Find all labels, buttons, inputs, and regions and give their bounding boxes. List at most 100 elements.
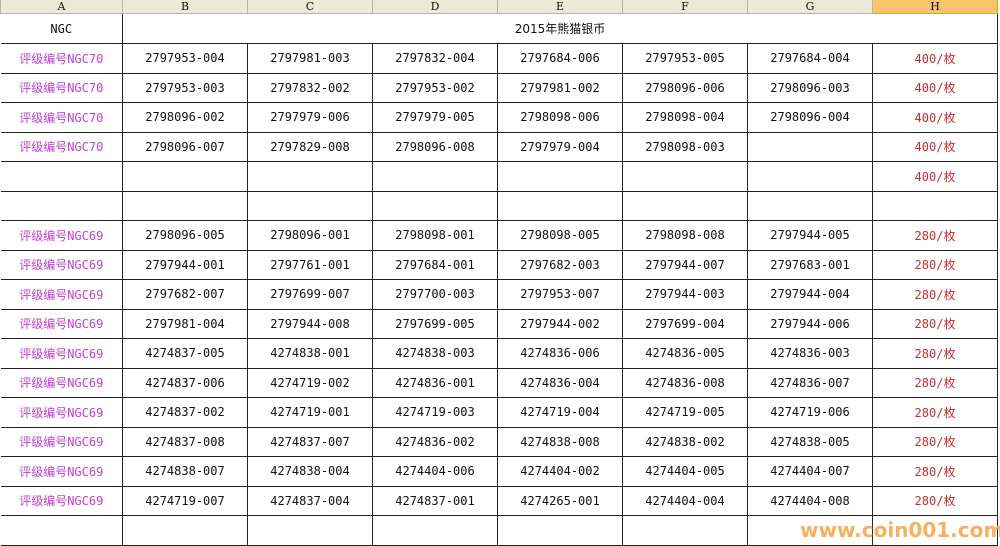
serial-number-cell[interactable]: 4274836-001: [372, 367, 498, 398]
serial-number-cell[interactable]: 2797979-005: [372, 102, 498, 133]
serial-number-cell[interactable]: 2797953-007: [497, 279, 623, 310]
serial-number-cell[interactable]: [247, 190, 373, 221]
serial-number-cell[interactable]: 2797944-001: [122, 249, 248, 280]
serial-number-cell[interactable]: 2797944-008: [247, 308, 373, 339]
serial-number-cell[interactable]: 2797979-004: [497, 131, 623, 162]
grade-label-cell[interactable]: 评级编号NGC70: [0, 102, 123, 133]
serial-number-cell[interactable]: 4274265-001: [497, 485, 623, 516]
serial-number-cell[interactable]: 2798096-005: [122, 220, 248, 251]
serial-number-cell[interactable]: 2797979-006: [247, 102, 373, 133]
column-header-d[interactable]: D: [372, 0, 498, 14]
grade-label-cell[interactable]: 评级编号NGC69: [0, 338, 123, 369]
serial-number-cell[interactable]: 4274837-004: [247, 485, 373, 516]
grade-label-cell[interactable]: [0, 190, 123, 221]
price-cell[interactable]: 280/枚: [872, 397, 998, 428]
serial-number-cell[interactable]: 4274404-007: [747, 456, 873, 487]
serial-number-cell[interactable]: 4274836-007: [747, 367, 873, 398]
price-cell[interactable]: 280/枚: [872, 279, 998, 310]
serial-number-cell[interactable]: 2797944-002: [497, 308, 623, 339]
column-header-h[interactable]: H: [872, 0, 998, 14]
serial-number-cell[interactable]: [247, 515, 373, 546]
serial-number-cell[interactable]: 2797944-006: [747, 308, 873, 339]
serial-number-cell[interactable]: 2797981-002: [497, 72, 623, 103]
column-header-f[interactable]: F: [622, 0, 748, 14]
grade-label-cell[interactable]: 评级编号NGC69: [0, 397, 123, 428]
grade-label-cell[interactable]: 评级编号NGC70: [0, 131, 123, 162]
serial-number-cell[interactable]: [622, 515, 748, 546]
serial-number-cell[interactable]: [497, 515, 623, 546]
serial-number-cell[interactable]: 2798096-008: [372, 131, 498, 162]
serial-number-cell[interactable]: 2797684-006: [497, 43, 623, 74]
serial-number-cell[interactable]: 2797700-003: [372, 279, 498, 310]
serial-number-cell[interactable]: 4274837-002: [122, 397, 248, 428]
serial-number-cell[interactable]: 4274837-005: [122, 338, 248, 369]
serial-number-cell[interactable]: 4274719-007: [122, 485, 248, 516]
serial-number-cell[interactable]: 2798096-002: [122, 102, 248, 133]
cell-a1[interactable]: NGC: [0, 13, 123, 44]
serial-number-cell[interactable]: 4274719-003: [372, 397, 498, 428]
serial-number-cell[interactable]: 4274404-008: [747, 485, 873, 516]
serial-number-cell[interactable]: [122, 515, 248, 546]
serial-number-cell[interactable]: [372, 190, 498, 221]
serial-number-cell[interactable]: 4274838-008: [497, 426, 623, 457]
serial-number-cell[interactable]: [247, 161, 373, 192]
serial-number-cell[interactable]: 2797981-003: [247, 43, 373, 74]
grade-label-cell[interactable]: 评级编号NGC69: [0, 426, 123, 457]
serial-number-cell[interactable]: 4274719-002: [247, 367, 373, 398]
column-header-a[interactable]: A: [0, 0, 123, 14]
serial-number-cell[interactable]: 4274838-004: [247, 456, 373, 487]
serial-number-cell[interactable]: [747, 190, 873, 221]
serial-number-cell[interactable]: [122, 161, 248, 192]
serial-number-cell[interactable]: 4274837-001: [372, 485, 498, 516]
serial-number-cell[interactable]: 2798098-005: [497, 220, 623, 251]
serial-number-cell[interactable]: 4274837-008: [122, 426, 248, 457]
price-cell[interactable]: 280/枚: [872, 338, 998, 369]
price-cell[interactable]: 280/枚: [872, 456, 998, 487]
serial-number-cell[interactable]: 2798096-003: [747, 72, 873, 103]
serial-number-cell[interactable]: 4274836-002: [372, 426, 498, 457]
grade-label-cell[interactable]: 评级编号NGC69: [0, 279, 123, 310]
column-header-c[interactable]: C: [247, 0, 373, 14]
serial-number-cell[interactable]: 2797761-001: [247, 249, 373, 280]
serial-number-cell[interactable]: 4274836-006: [497, 338, 623, 369]
title-cell[interactable]: 2015年熊猫银币: [122, 13, 998, 44]
serial-number-cell[interactable]: 4274719-006: [747, 397, 873, 428]
price-cell[interactable]: 400/枚: [872, 131, 998, 162]
serial-number-cell[interactable]: 2797953-003: [122, 72, 248, 103]
serial-number-cell[interactable]: 2797832-004: [372, 43, 498, 74]
price-cell[interactable]: 400/枚: [872, 72, 998, 103]
serial-number-cell[interactable]: 2798098-006: [497, 102, 623, 133]
price-cell[interactable]: [872, 515, 998, 546]
serial-number-cell[interactable]: 2797981-004: [122, 308, 248, 339]
serial-number-cell[interactable]: 4274836-005: [622, 338, 748, 369]
serial-number-cell[interactable]: 2798098-003: [622, 131, 748, 162]
serial-number-cell[interactable]: 4274838-007: [122, 456, 248, 487]
serial-number-cell[interactable]: 2797953-002: [372, 72, 498, 103]
price-cell[interactable]: 280/枚: [872, 367, 998, 398]
price-cell[interactable]: 280/枚: [872, 426, 998, 457]
serial-number-cell[interactable]: 4274838-005: [747, 426, 873, 457]
grade-label-cell[interactable]: 评级编号NGC69: [0, 456, 123, 487]
serial-number-cell[interactable]: 4274719-001: [247, 397, 373, 428]
serial-number-cell[interactable]: 2797683-001: [747, 249, 873, 280]
serial-number-cell[interactable]: 2797699-007: [247, 279, 373, 310]
serial-number-cell[interactable]: 2798098-008: [622, 220, 748, 251]
serial-number-cell[interactable]: 2797953-004: [122, 43, 248, 74]
column-header-b[interactable]: B: [122, 0, 248, 14]
serial-number-cell[interactable]: 4274719-005: [622, 397, 748, 428]
serial-number-cell[interactable]: 4274837-007: [247, 426, 373, 457]
grade-label-cell[interactable]: 评级编号NGC69: [0, 485, 123, 516]
serial-number-cell[interactable]: 2797832-002: [247, 72, 373, 103]
grade-label-cell[interactable]: 评级编号NGC70: [0, 72, 123, 103]
price-cell[interactable]: [872, 190, 998, 221]
serial-number-cell[interactable]: 2797699-005: [372, 308, 498, 339]
price-cell[interactable]: 280/枚: [872, 485, 998, 516]
serial-number-cell[interactable]: 4274837-006: [122, 367, 248, 398]
serial-number-cell[interactable]: 2797829-008: [247, 131, 373, 162]
serial-number-cell[interactable]: [622, 161, 748, 192]
price-cell[interactable]: 400/枚: [872, 43, 998, 74]
serial-number-cell[interactable]: 2798098-004: [622, 102, 748, 133]
serial-number-cell[interactable]: 4274719-004: [497, 397, 623, 428]
serial-number-cell[interactable]: 2797944-003: [622, 279, 748, 310]
serial-number-cell[interactable]: [497, 190, 623, 221]
